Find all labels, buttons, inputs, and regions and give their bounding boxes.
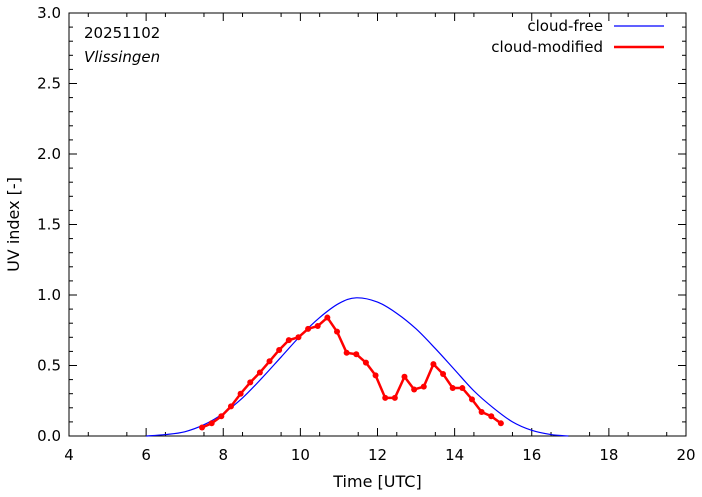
data-point-cloud-modified <box>305 325 312 332</box>
data-point-cloud-modified <box>247 379 254 386</box>
legend-label-cloud-free: cloud-free <box>527 17 603 35</box>
y-tick-label: 0.0 <box>37 427 61 445</box>
x-tick-label: 6 <box>141 446 151 464</box>
data-point-cloud-modified <box>468 396 475 403</box>
data-point-cloud-modified <box>459 385 466 392</box>
data-point-cloud-modified <box>497 420 504 427</box>
data-point-cloud-modified <box>266 358 273 365</box>
data-point-cloud-modified <box>488 413 495 420</box>
data-point-cloud-modified <box>285 337 292 344</box>
data-point-cloud-modified <box>440 370 447 377</box>
data-point-cloud-modified <box>324 314 331 321</box>
data-point-cloud-modified <box>276 346 283 353</box>
data-point-cloud-modified <box>382 394 389 401</box>
y-tick-label: 1.5 <box>37 216 61 234</box>
data-point-cloud-modified <box>334 328 341 335</box>
tick-labels: 4 6 8 10 12 14 16 18 20 0.0 0.5 1.0 1.5 2.0 2.5 3.0 <box>37 4 695 464</box>
y-axis-label: UV index [-] <box>4 177 23 272</box>
x-tick-label: 14 <box>445 446 464 464</box>
data-point-cloud-modified <box>372 372 379 379</box>
x-tick-label: 10 <box>291 446 310 464</box>
x-tick-label: 20 <box>676 446 695 464</box>
y-tick-label: 0.5 <box>37 357 61 375</box>
data-point-cloud-modified <box>430 361 437 368</box>
axis-ticks <box>68 12 687 437</box>
series-line-cloud-modified <box>201 316 502 429</box>
x-tick-label: 18 <box>599 446 618 464</box>
x-axis-label: Time [UTC] <box>332 472 421 491</box>
y-tick-label: 2.5 <box>37 75 61 93</box>
y-tick-label: 2.0 <box>37 145 61 163</box>
series-layer <box>146 297 569 437</box>
data-point-cloud-modified <box>343 349 350 356</box>
x-tick-label: 12 <box>368 446 387 464</box>
x-tick-label: 8 <box>218 446 228 464</box>
data-point-cloud-modified <box>227 403 234 410</box>
data-point-cloud-modified <box>295 334 302 341</box>
legend: cloud-free cloud-modified <box>491 17 664 56</box>
legend-label-cloud-modified: cloud-modified <box>491 38 603 56</box>
data-point-cloud-modified <box>362 359 369 366</box>
data-point-cloud-modified <box>411 386 418 393</box>
y-tick-label: 3.0 <box>37 4 61 22</box>
data-point-cloud-modified <box>199 424 206 431</box>
data-point-cloud-modified <box>237 390 244 397</box>
data-point-cloud-modified <box>401 373 408 380</box>
plot-frame <box>68 12 687 437</box>
data-point-cloud-modified <box>391 394 398 401</box>
x-tick-label: 4 <box>64 446 74 464</box>
data-point-cloud-modified <box>208 420 215 427</box>
series-line-cloud-free <box>146 297 569 437</box>
data-point-cloud-modified <box>420 383 427 390</box>
data-point-cloud-modified <box>449 385 456 392</box>
data-point-cloud-modified <box>314 323 321 330</box>
data-point-cloud-modified <box>256 369 263 376</box>
station-annotation: Vlissingen <box>84 48 160 66</box>
date-annotation: 20251102 <box>84 24 160 42</box>
y-tick-label: 1.0 <box>37 286 61 304</box>
x-tick-label: 16 <box>522 446 541 464</box>
data-point-cloud-modified <box>353 351 360 358</box>
data-point-cloud-modified <box>478 409 485 416</box>
data-point-cloud-modified <box>218 413 225 420</box>
